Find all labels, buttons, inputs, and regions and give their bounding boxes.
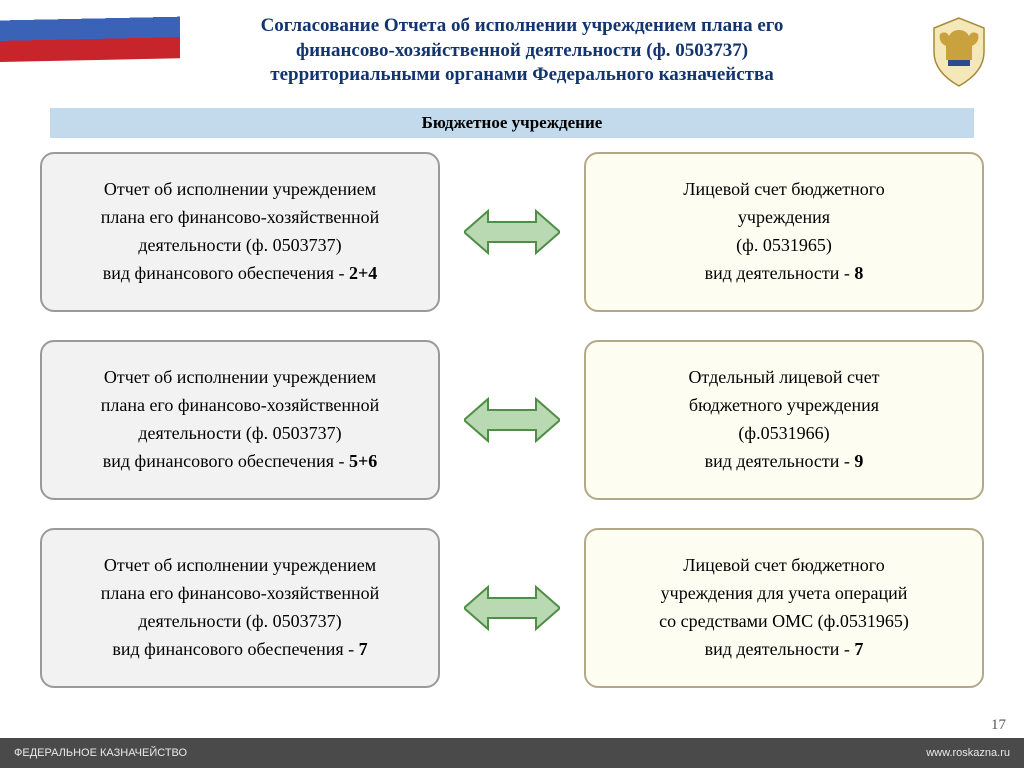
box-line: Лицевой счет бюджетного [600,176,968,204]
title-line: Согласование Отчета об исполнении учрежд… [140,14,904,39]
box-line: бюджетного учреждения [600,392,968,420]
box-line: (ф.0531966) [600,420,968,448]
box-line: вид финансового обеспечения - 7 [56,636,424,664]
box-line: Отчет об исполнении учреждением [56,176,424,204]
label-prefix: вид деятельности - [705,639,855,659]
box-line: учреждения [600,204,968,232]
report-box: Отчет об исполнении учреждением плана ег… [40,528,440,688]
label-prefix: вид финансового обеспечения - [112,639,358,659]
label-bold: 9 [854,451,863,471]
box-line: вид финансового обеспечения - 5+6 [56,448,424,476]
report-box: Отчет об исполнении учреждением плана ег… [40,340,440,500]
box-line: вид деятельности - 7 [600,636,968,664]
account-box: Лицевой счет бюджетного учреждения (ф. 0… [584,152,984,312]
box-line: плана его финансово-хозяйственной [56,392,424,420]
label-prefix: вид финансового обеспечения - [103,263,349,283]
box-line: плана его финансово-хозяйственной [56,580,424,608]
label-bold: 2+4 [349,263,377,283]
report-box: Отчет об исполнении учреждением плана ег… [40,152,440,312]
label-prefix: вид деятельности - [705,451,855,471]
box-line: вид финансового обеспечения - 2+4 [56,260,424,288]
label-bold: 7 [854,639,863,659]
account-box: Лицевой счет бюджетного учреждения для у… [584,528,984,688]
account-box: Отдельный лицевой счет бюджетного учрежд… [584,340,984,500]
box-line: деятельности (ф. 0503737) [56,232,424,260]
box-line: вид деятельности - 8 [600,260,968,288]
title-line: территориальными органами Федерального к… [140,63,904,88]
box-line: со средствами ОМС (ф.0531965) [600,608,968,636]
label-prefix: вид финансового обеспечения - [103,451,349,471]
label-prefix: вид деятельности - [705,263,855,283]
footer-right: www.roskazna.ru [926,747,1010,759]
box-line: Отчет об исполнении учреждением [56,364,424,392]
box-line: Отчет об исполнении учреждением [56,552,424,580]
page-number: 17 [991,717,1006,734]
label-bold: 8 [854,263,863,283]
box-line: деятельности (ф. 0503737) [56,608,424,636]
subtitle-bar: Бюджетное учреждение [50,108,974,138]
footer-bar: ФЕДЕРАЛЬНОЕ КАЗНАЧЕЙСТВО www.roskazna.ru [0,738,1024,768]
page-title: Согласование Отчета об исполнении учрежд… [140,14,904,88]
box-line: Лицевой счет бюджетного [600,552,968,580]
diagram-row: Отчет об исполнении учреждением плана ег… [40,340,984,500]
label-bold: 7 [359,639,368,659]
diagram-row: Отчет об исполнении учреждением плана ег… [40,152,984,312]
footer-left: ФЕДЕРАЛЬНОЕ КАЗНАЧЕЙСТВО [14,747,187,759]
double-arrow-icon [464,393,560,447]
box-line: деятельности (ф. 0503737) [56,420,424,448]
double-arrow-icon [464,205,560,259]
box-line: вид деятельности - 9 [600,448,968,476]
box-line: Отдельный лицевой счет [600,364,968,392]
box-line: (ф. 0531965) [600,232,968,260]
emblem-icon [924,14,994,89]
diagram-row: Отчет об исполнении учреждением плана ег… [40,528,984,688]
box-line: плана его финансово-хозяйственной [56,204,424,232]
label-bold: 5+6 [349,451,377,471]
box-line: учреждения для учета операций [600,580,968,608]
title-line: финансово-хозяйственной деятельности (ф.… [140,39,904,64]
double-arrow-icon [464,581,560,635]
